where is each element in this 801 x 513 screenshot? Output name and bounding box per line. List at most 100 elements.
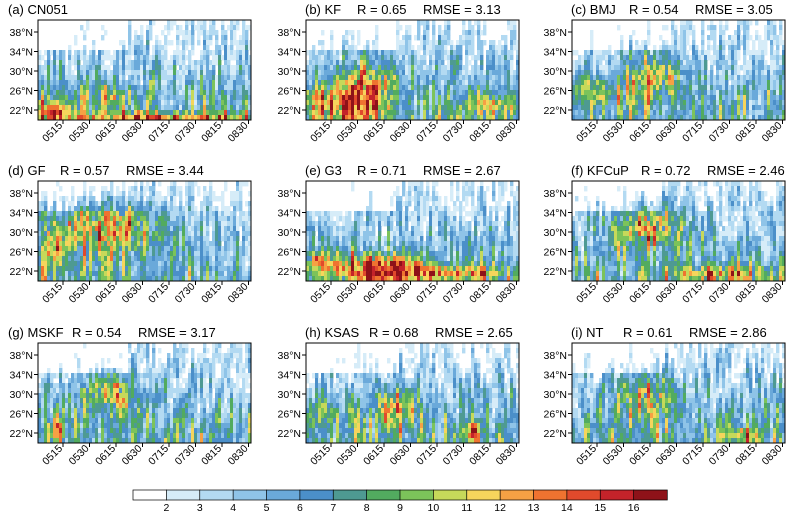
heatmap-cell [701,115,705,121]
heatmap-cell [233,85,237,91]
heatmap-cell [468,75,472,81]
heatmap-cell [656,75,660,81]
heatmap-cell [170,261,174,267]
heatmap-cell [38,55,42,61]
y-tick-label: 34°N [278,47,301,59]
heatmap-cell [378,65,382,71]
heatmap-cell [593,60,597,66]
heatmap-cell [725,60,729,66]
heatmap-cell [200,115,204,121]
heatmap-cell [575,105,579,111]
heatmap-cell [50,80,54,86]
heatmap-cell [245,201,249,207]
heatmap-cell [182,100,186,106]
heatmap-cell [200,105,204,111]
heatmap-cell [233,206,237,212]
x-tick-label: 0615 [361,120,386,145]
heatmap-cell [209,50,213,56]
heatmap-cell [387,110,391,116]
heatmap-cell [143,251,147,257]
heatmap-cell [354,95,358,101]
heatmap-cell [134,226,138,232]
heatmap-cell [245,110,249,116]
heatmap-cell [92,75,96,81]
heatmap-cell [429,40,433,46]
heatmap-cell [402,35,406,41]
heatmap-cell [728,70,732,76]
heatmap-cell [95,256,99,262]
heatmap-cell [659,90,663,96]
heatmap-cell [737,115,741,121]
heatmap-cell [755,70,759,76]
heatmap-cell [480,100,484,106]
heatmap-cell [44,85,48,91]
heatmap-cell [110,241,114,247]
heatmap-cell [245,216,249,222]
heatmap-cell [782,50,786,56]
heatmap-cell [408,105,412,111]
heatmap-cell [128,196,132,202]
heatmap-cell [369,70,373,76]
heatmap-cell [309,110,313,116]
heatmap-cell [242,261,246,267]
heatmap-cell [83,35,87,41]
heatmap-cell [221,75,225,81]
heatmap-cell [62,75,66,81]
heatmap-cell [233,191,237,197]
heatmap-cell [110,256,114,262]
heatmap-cell [381,95,385,101]
heatmap-cell [414,70,418,76]
heatmap-cell [447,75,451,81]
heatmap-cell [233,271,237,277]
heatmap-cell [363,95,367,101]
heatmap-cell [504,40,508,46]
heatmap-cell [342,115,346,121]
heatmap-cell [504,55,508,61]
heatmap-cell [662,25,666,31]
heatmap-cell [41,105,45,111]
heatmap-cell [230,201,234,207]
heatmap-cell [185,90,189,96]
heatmap-cell [635,50,639,56]
heatmap-cell [173,236,177,242]
heatmap-cell [131,65,135,71]
heatmap-cell [405,50,409,56]
heatmap-cell [59,241,63,247]
heatmap-cell [98,276,102,282]
heatmap-cell [471,75,475,81]
heatmap-cell [65,246,69,252]
heatmap-cell [414,191,418,197]
heatmap-cell [441,65,445,71]
heatmap-cell [680,80,684,86]
heatmap-cell [716,100,720,106]
heatmap-cell [122,261,126,267]
heatmap-cell [489,206,493,212]
heatmap-cell [149,201,153,207]
heatmap-cell [59,236,63,242]
heatmap-cell [318,85,322,91]
heatmap-cell [510,55,514,61]
heatmap-cell [689,110,693,116]
heatmap-cell [498,110,502,116]
heatmap-cell [128,216,132,222]
heatmap-cell [668,110,672,116]
heatmap-cell [725,80,729,86]
heatmap-cell [167,266,171,272]
heatmap-cell [206,211,210,217]
heatmap-cell [366,85,370,91]
heatmap-cell [453,80,457,86]
heatmap-cell [143,85,147,91]
heatmap-cell [393,70,397,76]
heatmap-cell [782,85,786,91]
heatmap-cell [758,90,762,96]
heatmap-cell [191,186,195,192]
heatmap-cell [719,60,723,66]
heatmap-cell [212,70,216,76]
heatmap-cell [104,191,108,197]
heatmap-cell [89,65,93,71]
heatmap-cell [173,186,177,192]
heatmap-cell [230,236,234,242]
heatmap-cell [218,55,222,61]
heatmap-cell [194,236,198,242]
heatmap-cell [215,266,219,272]
